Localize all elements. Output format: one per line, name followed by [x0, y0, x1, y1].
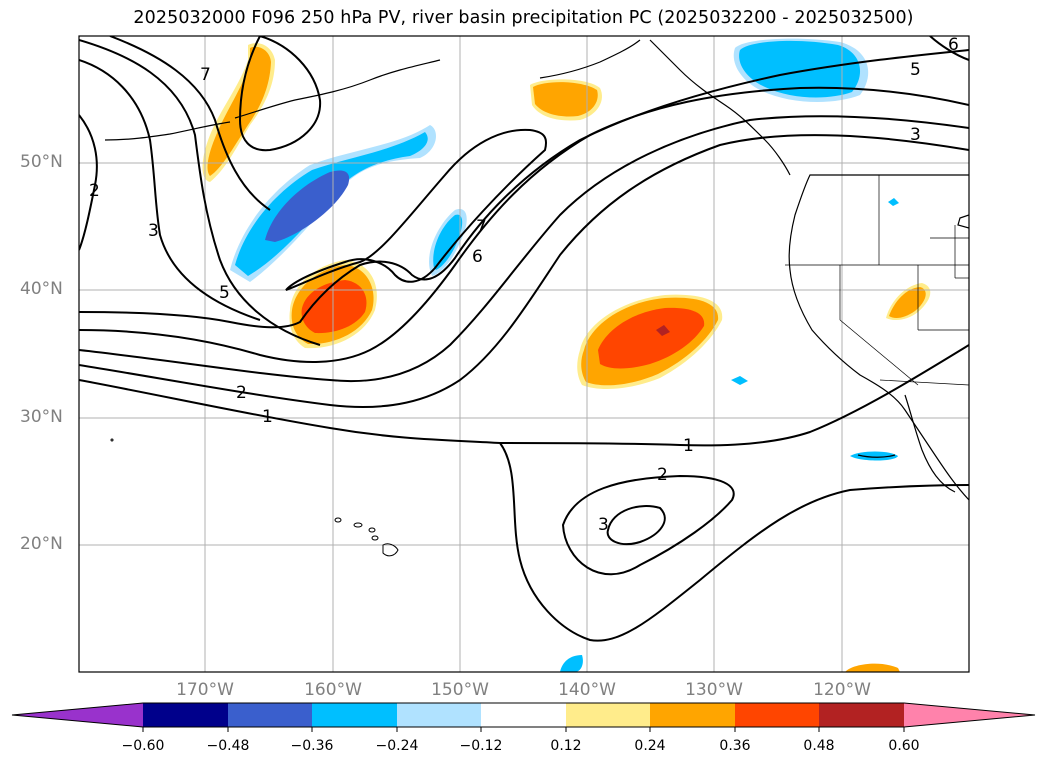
- contour-label: 1: [262, 407, 273, 427]
- pv-contour-2: [79, 134, 969, 408]
- map-title: 2025032000 F096 250 hPa PV, river basin …: [133, 8, 914, 28]
- pv-contour-5: [79, 86, 969, 363]
- pv-contours: [79, 36, 969, 642]
- pv-contour-3: [79, 115, 969, 383]
- pv-contour-west-5: [79, 39, 321, 346]
- pv-contour-ne: [929, 36, 969, 61]
- colorbar-tick-label: −0.12: [459, 738, 503, 754]
- colorbar-swatch: [312, 703, 397, 727]
- colorbar-tick-label: −0.24: [375, 738, 419, 754]
- colorbar-tick-label: 0.12: [550, 738, 582, 754]
- colorbar: [11, 702, 1036, 732]
- lat-label-30n: 30°N: [20, 407, 63, 427]
- contour-label: 1: [683, 436, 694, 456]
- pv-contour-west-3: [79, 59, 261, 321]
- coastlines: [104, 39, 969, 501]
- contour-label: 3: [598, 515, 609, 535]
- colorbar-swatch: [819, 703, 904, 727]
- contour-label: 6: [948, 35, 959, 55]
- pv-contour-2b: [561, 474, 735, 576]
- pv-contour-1b: [499, 344, 969, 447]
- contour-label-group: 1 2 3 5 6 7 1 2 3 2 3 5 6 7: [89, 35, 959, 535]
- map-panel: 1 2 3 5 6 7 1 2 3 2 3 5 6 7: [79, 35, 969, 672]
- lon-label-140w: 140°W: [558, 680, 616, 700]
- contour-label: 3: [910, 125, 921, 145]
- contour-label: 6: [472, 247, 483, 267]
- pv-contour-1: [79, 379, 969, 642]
- colorbar-tick-label: 0.36: [719, 738, 751, 754]
- contour-label: 3: [148, 221, 159, 241]
- colorbar-tick-label: 0.48: [803, 738, 835, 754]
- colorbar-tick-label: 0.24: [634, 738, 666, 754]
- colorbar-extend-max: [904, 703, 1035, 727]
- precip-shading: [202, 38, 931, 672]
- colorbar-swatch: [228, 703, 312, 727]
- colorbar-extend-min: [12, 703, 143, 727]
- lon-label-170w: 170°W: [176, 680, 234, 700]
- lon-label-120w: 120°W: [813, 680, 871, 700]
- contour-label: 7: [200, 65, 211, 85]
- state-borders: [785, 175, 969, 386]
- colorbar-tick-label: −0.48: [206, 738, 250, 754]
- contour-label: 5: [219, 283, 230, 303]
- lon-label-130w: 130°W: [685, 680, 743, 700]
- pv-contour-7: [285, 128, 548, 291]
- pv-contour-3b: [606, 505, 666, 546]
- colorbar-swatch: [735, 703, 819, 727]
- contour-label: 2: [657, 465, 668, 485]
- colorbar-swatch: [481, 703, 566, 727]
- graticule: [79, 36, 969, 672]
- contour-label: 2: [89, 181, 100, 201]
- lat-label-20n: 20°N: [20, 534, 63, 554]
- lon-label-150w: 150°W: [431, 680, 489, 700]
- colorbar-tick-label: −0.36: [290, 738, 334, 754]
- lon-label-160w: 160°W: [304, 680, 362, 700]
- lat-label-50n: 50°N: [20, 152, 63, 172]
- pv-contour-west-2: [79, 114, 98, 251]
- pv-contour-ridge: [238, 36, 322, 152]
- colorbar-tick-label: −0.60: [121, 738, 165, 754]
- colorbar-swatch: [566, 703, 650, 727]
- colorbar-swatch: [650, 703, 735, 727]
- colorbar-swatch: [397, 703, 481, 727]
- pv-contour-6: [79, 49, 969, 329]
- colorbar-swatch: [143, 703, 228, 727]
- contour-label: 5: [910, 60, 921, 80]
- islands: [110, 438, 399, 557]
- colorbar-tick-label: 0.60: [888, 738, 920, 754]
- lat-label-40n: 40°N: [20, 279, 63, 299]
- pv-contour-upper-7: [109, 36, 271, 211]
- contour-label: 7: [476, 217, 487, 237]
- map-frame: [78, 35, 970, 673]
- contour-label: 2: [236, 383, 247, 403]
